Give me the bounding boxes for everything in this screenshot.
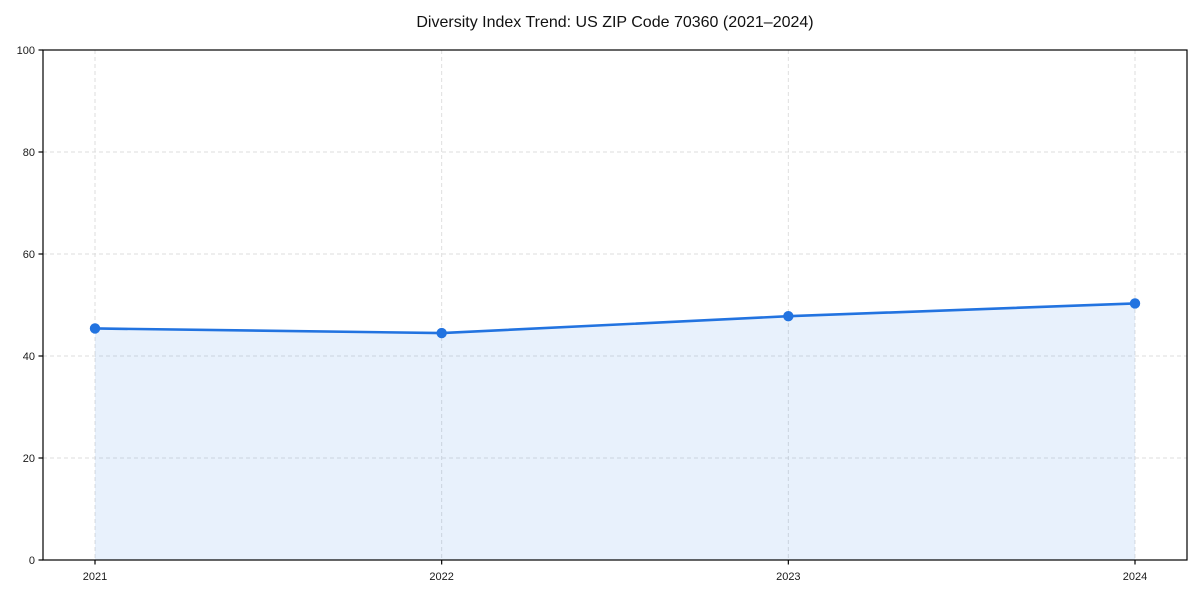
y-tick-label: 20 — [23, 453, 35, 465]
x-tick-label: 2024 — [1123, 571, 1147, 583]
data-point-marker — [783, 311, 794, 322]
data-point-marker — [436, 327, 447, 339]
trend-line — [93, 302, 1137, 335]
x-tick-label: 2022 — [429, 571, 453, 583]
data-point-marker — [1129, 298, 1141, 309]
plot-border — [42, 49, 1188, 561]
y-tick-label: 60 — [23, 249, 35, 261]
y-tick-label: 80 — [23, 147, 35, 159]
y-tick-label: 40 — [23, 351, 35, 363]
data-point-marker — [89, 323, 101, 334]
y-tick-label: 100 — [17, 45, 35, 57]
chart-title: Diversity Index Trend: US ZIP Code 70360… — [416, 14, 814, 31]
y-tick-label: 0 — [29, 555, 35, 567]
x-tick-label: 2021 — [83, 571, 107, 583]
area-fill — [95, 303, 1135, 560]
x-tick-label: 2023 — [776, 571, 800, 583]
